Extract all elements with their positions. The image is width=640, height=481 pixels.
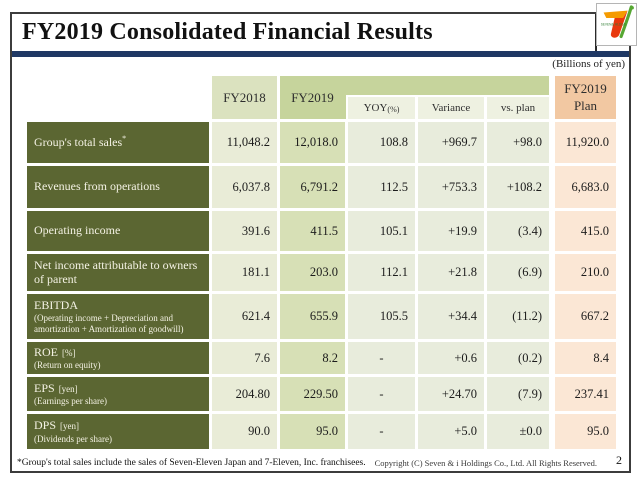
row-label: Net income attributable to owners of par… (27, 254, 209, 291)
value-cell: ±0.0 (487, 414, 549, 449)
value-cell: +0.6 (418, 342, 484, 374)
value-cell: 204.80 (212, 377, 277, 411)
value-cell: 105.1 (348, 211, 415, 251)
value-cell: 108.8 (348, 122, 415, 163)
seven-i-logo-icon: SEVEN&i HLDGS. (601, 5, 634, 39)
value-cell: +753.3 (418, 166, 484, 208)
value-cell: +108.2 (487, 166, 549, 208)
header-empty-cell (27, 76, 209, 119)
value-cell: +5.0 (418, 414, 484, 449)
value-cell: 391.6 (212, 211, 277, 251)
value-cell: 12,018.0 (280, 122, 345, 163)
value-cell: 112.5 (348, 166, 415, 208)
value-cell: - (348, 377, 415, 411)
page-number: 2 (616, 453, 622, 467)
row-label: ROE [%] (Return on equity) (27, 342, 209, 374)
seven-i-logo: SEVEN&i HLDGS. (596, 3, 637, 46)
value-cell: +19.9 (418, 211, 484, 251)
value-cell: +34.4 (418, 294, 484, 339)
slide-footer: *Group's total sales include the sales o… (17, 453, 624, 468)
header-vs-plan: vs. plan (487, 97, 549, 119)
value-cell: 95.0 (555, 414, 616, 449)
page-title: FY2019 Consolidated Financial Results (22, 19, 433, 45)
value-cell: 655.9 (280, 294, 345, 339)
title-bar: FY2019 Consolidated Financial Results (12, 14, 597, 51)
header-fy2019: FY2019 (291, 89, 334, 105)
header-fy2019-plan: FY2019 Plan (555, 76, 616, 119)
row-label: Revenues from operations (27, 166, 209, 208)
value-cell: (3.4) (487, 211, 549, 251)
value-cell: 229.50 (280, 377, 345, 411)
svg-text:SEVEN&i HLDGS.: SEVEN&i HLDGS. (601, 22, 627, 26)
copyright: Copyright (C) Seven & i Holdings Co., Lt… (374, 458, 598, 468)
value-cell: (7.9) (487, 377, 549, 411)
row-label: Group's total sales* (27, 122, 209, 163)
financial-table: FY2018 FY2019 YOY (%) Variance vs. plan F… (27, 76, 616, 449)
value-cell: 105.5 (348, 294, 415, 339)
header-fy2018: FY2018 (212, 76, 277, 119)
unit-note: (Billions of yen) (552, 58, 625, 70)
value-cell: 6,683.0 (555, 166, 616, 208)
value-cell: 112.1 (348, 254, 415, 291)
value-cell: 210.0 (555, 254, 616, 291)
header-yoy: YOY (%) (348, 97, 415, 119)
value-cell: +969.7 (418, 122, 484, 163)
row-label: Operating income (27, 211, 209, 251)
value-cell: 237.41 (555, 377, 616, 411)
title-underline (12, 51, 629, 57)
value-cell: 415.0 (555, 211, 616, 251)
value-cell: (11.2) (487, 294, 549, 339)
value-cell: +98.0 (487, 122, 549, 163)
value-cell: - (348, 342, 415, 374)
value-cell: 95.0 (280, 414, 345, 449)
value-cell: - (348, 414, 415, 449)
value-cell: (0.2) (487, 342, 549, 374)
value-cell: +24.70 (418, 377, 484, 411)
value-cell: 6,037.8 (212, 166, 277, 208)
row-label: EBITDA (Operating income + Depreciation … (27, 294, 209, 339)
value-cell: 6,791.2 (280, 166, 345, 208)
value-cell: 8.2 (280, 342, 345, 374)
value-cell: 667.2 (555, 294, 616, 339)
value-cell: 7.6 (212, 342, 277, 374)
value-cell: 181.1 (212, 254, 277, 291)
value-cell: 90.0 (212, 414, 277, 449)
row-label: DPS [yen] (Dividends per share) (27, 414, 209, 449)
footnote: *Group's total sales include the sales o… (17, 458, 366, 468)
value-cell: 621.4 (212, 294, 277, 339)
value-cell: 11,048.2 (212, 122, 277, 163)
header-fy2019-group: FY2019 YOY (%) Variance vs. plan (280, 76, 549, 119)
row-label: EPS [yen] (Earnings per share) (27, 377, 209, 411)
value-cell: 411.5 (280, 211, 345, 251)
header-variance: Variance (418, 97, 484, 119)
value-cell: (6.9) (487, 254, 549, 291)
value-cell: +21.8 (418, 254, 484, 291)
value-cell: 11,920.0 (555, 122, 616, 163)
value-cell: 8.4 (555, 342, 616, 374)
value-cell: 203.0 (280, 254, 345, 291)
slide-frame: FY2019 Consolidated Financial Results (B… (10, 12, 631, 473)
